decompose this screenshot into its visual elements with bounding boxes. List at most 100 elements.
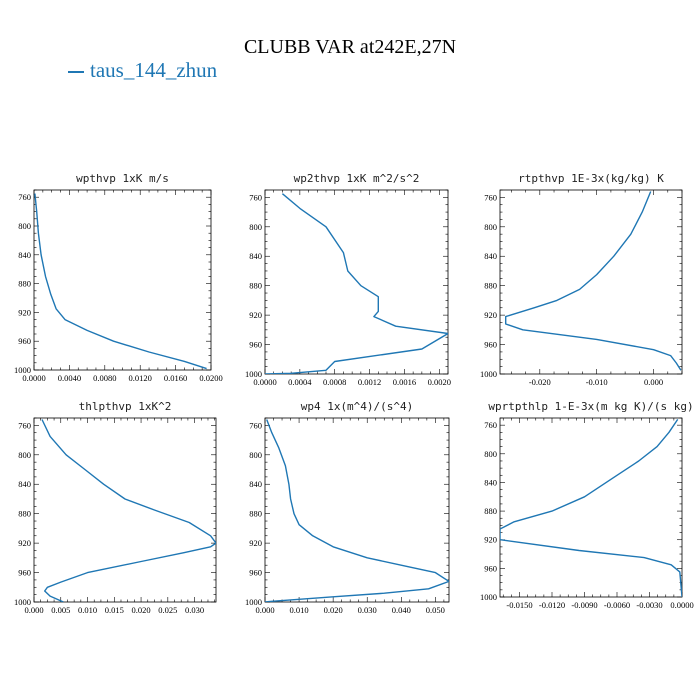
series-line (265, 419, 449, 602)
panel-1: wpthvp 1xK m/s76080084088092096010000.00… (14, 172, 223, 383)
x-tick-label: 0.020 (131, 605, 150, 615)
x-tick-label: 0.0020 (428, 377, 451, 387)
y-tick-label: 800 (249, 222, 262, 232)
y-tick-label: 760 (484, 192, 497, 202)
panel-4: thlpthvp 1xK^276080084088092096010000.00… (14, 400, 217, 615)
panel-2: wp2thvp 1xK m^2/s^2 760 800 840 880 920 960 100… (245, 172, 451, 387)
series-line (265, 193, 448, 374)
x-tick-label: -0.0030 (636, 600, 662, 610)
x-tick-label: 0.000 (24, 605, 43, 615)
y-tick-label: 880 (18, 509, 31, 519)
plot-frame (264, 417, 450, 603)
x-tick-label: -0.010 (586, 377, 608, 387)
x-tick-label: -0.020 (529, 377, 551, 387)
y-tick-label: 1000 (480, 592, 497, 602)
x-tick-label: 0.0120 (129, 373, 152, 383)
x-tick-label: 0.010 (78, 605, 97, 615)
panel-title: thlpthvp 1xK^2 (79, 400, 172, 413)
panel-title: rtpthvp 1E-3x(kg/kg) K (518, 172, 664, 185)
legend-line-swatch (68, 71, 84, 74)
y-tick-label: 880 (484, 281, 497, 291)
y-tick-label: 1000 (245, 369, 262, 379)
panel-title: wp2thvp 1xK m^2/s^2 (294, 172, 420, 185)
y-tick-label: 920 (484, 310, 497, 320)
x-tick-label: 0.0000 (22, 373, 45, 383)
x-tick-label: 0.000 (255, 605, 274, 615)
panel-title: wprtpthlp 1-E-3x(m kg K)/(s kg) (488, 400, 693, 413)
y-tick-label: 920 (249, 310, 262, 320)
y-tick-label: 880 (249, 509, 262, 519)
plot-frame (264, 189, 449, 375)
x-tick-label: 0.030 (185, 605, 204, 615)
y-tick-label: 880 (249, 281, 262, 291)
y-tick-label: 880 (484, 506, 497, 516)
panel-title: wpthvp 1xK m/s (76, 172, 169, 185)
y-tick-label: 840 (18, 479, 31, 489)
series-line (500, 419, 682, 597)
y-tick-label: 1000 (480, 369, 497, 379)
y-tick-label: 800 (18, 221, 31, 231)
plot-frame (499, 417, 683, 598)
y-tick-label: 840 (18, 250, 31, 260)
x-tick-label: 0.005 (51, 605, 70, 615)
x-tick-label: 0.0200 (199, 373, 222, 383)
panel-5: wp4 1x(m^4)/(s^4)76080084088092096010000… (245, 400, 450, 615)
y-tick-label: 960 (249, 568, 262, 578)
y-tick-label: 800 (484, 449, 497, 459)
y-tick-label: 800 (18, 450, 31, 460)
y-tick-label: 1000 (14, 597, 31, 607)
plot-frame (33, 189, 212, 371)
plot-frame (33, 417, 217, 603)
series-line (505, 191, 682, 371)
x-tick-label: -0.0120 (539, 600, 565, 610)
y-tick-label: 760 (249, 192, 262, 202)
y-tick-label: 800 (249, 450, 262, 460)
x-tick-label: 0.020 (324, 605, 343, 615)
x-tick-label: 0.015 (105, 605, 124, 615)
x-tick-label: -0.0150 (506, 600, 532, 610)
y-tick-label: 960 (484, 563, 497, 573)
legend: taus_144_zhun (68, 58, 217, 83)
series-line (34, 193, 207, 370)
x-tick-label: 0.0000 (670, 600, 693, 610)
y-tick-label: 760 (249, 420, 262, 430)
x-tick-label: 0.0160 (164, 373, 187, 383)
x-tick-label: 0.0008 (323, 377, 346, 387)
x-tick-label: 0.040 (392, 605, 411, 615)
y-tick-label: 920 (484, 535, 497, 545)
panel-title: wp4 1x(m^4)/(s^4) (301, 400, 414, 413)
y-tick-label: 1000 (14, 365, 31, 375)
legend-label: taus_144_zhun (90, 58, 218, 82)
panel-3: rtpthvp 1E-3x(kg/kg) K 760 800 840 880 920 960… (480, 172, 683, 387)
y-tick-label: 960 (18, 568, 31, 578)
x-tick-label: 0.050 (426, 605, 445, 615)
y-tick-label: 960 (18, 336, 31, 346)
panel-6: wprtpthlp 1-E-3x(m kg K)/(s kg) 760 800 840… (480, 400, 694, 610)
y-tick-label: 840 (249, 479, 262, 489)
y-tick-label: 920 (249, 538, 262, 548)
y-tick-label: 920 (18, 538, 31, 548)
x-tick-label: 0.000 (644, 377, 663, 387)
y-tick-label: 960 (249, 340, 262, 350)
x-tick-label: -0.0060 (604, 600, 630, 610)
plot-frame (499, 189, 683, 375)
y-tick-label: 1000 (245, 597, 262, 607)
x-tick-label: 0.0012 (358, 377, 381, 387)
x-tick-label: 0.030 (358, 605, 377, 615)
series-line (41, 419, 216, 602)
x-tick-label: 0.0016 (393, 377, 416, 387)
x-tick-label: 0.0004 (288, 377, 312, 387)
x-tick-label: 0.0000 (253, 377, 276, 387)
y-tick-label: 800 (484, 222, 497, 232)
y-tick-label: 760 (18, 420, 31, 430)
y-tick-label: 920 (18, 307, 31, 317)
x-tick-label: -0.0090 (571, 600, 597, 610)
y-tick-label: 840 (249, 251, 262, 261)
y-tick-label: 840 (484, 251, 497, 261)
figure-title: CLUBB VAR at242E,27N (243, 36, 457, 58)
y-tick-label: 760 (484, 420, 497, 430)
x-tick-label: 0.0040 (58, 373, 81, 383)
x-tick-label: 0.025 (158, 605, 177, 615)
x-tick-label: 0.0080 (93, 373, 116, 383)
